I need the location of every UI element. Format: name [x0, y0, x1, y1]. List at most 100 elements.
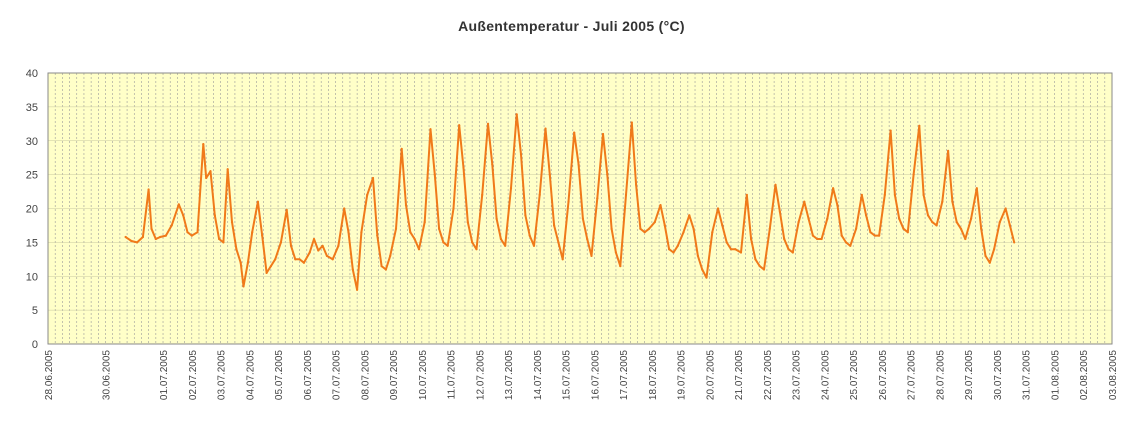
data-point: [458, 124, 461, 127]
data-point: [289, 244, 293, 247]
x-tick-label: 05.07.2005: [274, 350, 285, 400]
data-point: [325, 254, 328, 257]
data-point: [495, 217, 498, 220]
data-point: [873, 234, 876, 237]
data-point: [265, 271, 268, 274]
data-point: [791, 251, 794, 254]
data-point: [337, 244, 340, 247]
y-tick-label: 15: [26, 237, 38, 249]
data-point: [860, 193, 863, 196]
data-point: [902, 227, 905, 230]
data-point: [141, 235, 144, 239]
x-tick-label: 16.07.2005: [590, 350, 601, 400]
data-point: [941, 200, 944, 203]
chart-title: Außentemperatur - Juli 2005 (°C): [458, 18, 685, 34]
data-point: [538, 193, 541, 196]
data-point: [256, 200, 259, 203]
data-point: [321, 244, 324, 247]
data-point: [438, 227, 441, 230]
data-point: [1008, 224, 1012, 227]
data-point: [750, 237, 753, 241]
data-point: [515, 113, 518, 116]
data-point: [778, 210, 782, 213]
data-point: [696, 254, 700, 257]
data-point: [136, 241, 139, 244]
data-point: [528, 234, 531, 237]
data-point: [343, 207, 346, 210]
y-tick-label: 25: [26, 170, 38, 182]
y-tick-label: 5: [32, 305, 38, 317]
data-point: [844, 241, 848, 244]
data-point: [423, 221, 426, 224]
data-point: [711, 231, 714, 234]
data-point: [865, 214, 868, 217]
data-point: [659, 204, 662, 207]
data-point: [499, 237, 502, 241]
data-point: [475, 248, 478, 251]
x-tick-label: 30.07.2005: [993, 350, 1004, 400]
x-tick-label: 28.06.2005: [44, 350, 55, 400]
data-point: [462, 166, 465, 169]
data-point: [519, 153, 523, 156]
data-point: [729, 248, 733, 251]
data-point: [1013, 241, 1016, 244]
data-point: [959, 227, 963, 230]
x-tick-label: 12.07.2005: [475, 350, 486, 400]
data-point: [926, 214, 930, 217]
data-point: [980, 227, 983, 230]
data-point: [993, 248, 996, 251]
data-point: [606, 173, 609, 176]
data-point: [567, 200, 570, 203]
data-point: [820, 237, 823, 241]
x-tick-label: 18.07.2005: [648, 350, 659, 400]
data-point: [557, 241, 560, 244]
data-point: [218, 237, 221, 241]
x-tick-label: 02.07.2005: [188, 350, 199, 400]
data-point: [672, 251, 675, 254]
data-point: [317, 249, 320, 252]
data-point: [239, 261, 242, 264]
data-point: [676, 244, 679, 247]
data-point: [553, 224, 556, 227]
data-point: [312, 237, 316, 241]
x-tick-label: 29.07.2005: [964, 350, 975, 400]
data-point: [762, 268, 766, 271]
data-point: [768, 227, 771, 230]
x-tick-label: 14.07.2005: [533, 350, 544, 400]
data-point: [486, 122, 490, 125]
data-point: [226, 168, 229, 171]
x-tick-label: 30.06.2005: [102, 350, 113, 400]
data-point: [548, 173, 551, 176]
data-point: [544, 127, 547, 130]
data-point: [630, 121, 633, 124]
data-point: [701, 268, 704, 271]
horizontal-gridlines: [48, 106, 1112, 311]
data-point: [653, 221, 656, 224]
data-point: [581, 217, 585, 220]
data-point: [619, 265, 622, 268]
data-point: [745, 193, 748, 196]
data-point: [975, 187, 978, 190]
data-point: [573, 131, 576, 134]
data-point: [590, 254, 593, 257]
x-tick-label: 22.07.2005: [763, 350, 774, 400]
data-point: [504, 244, 507, 247]
data-point: [417, 248, 421, 251]
data-point: [190, 234, 193, 237]
x-tick-label: 02.08.2005: [1079, 350, 1090, 400]
data-point: [230, 221, 234, 224]
x-tick-label: 06.07.2005: [303, 350, 314, 400]
x-tick-label: 03.07.2005: [217, 350, 228, 400]
data-point: [124, 235, 127, 239]
data-point: [298, 258, 301, 261]
x-tick-label: 17.07.2005: [619, 350, 630, 400]
data-point: [836, 204, 839, 207]
data-point: [898, 217, 901, 220]
x-tick-label: 03.08.2005: [1108, 350, 1119, 400]
data-point: [739, 251, 743, 254]
data-point: [705, 276, 708, 279]
data-point: [878, 234, 881, 237]
data-point: [984, 254, 987, 257]
data-point: [308, 251, 311, 254]
data-point: [347, 231, 350, 234]
